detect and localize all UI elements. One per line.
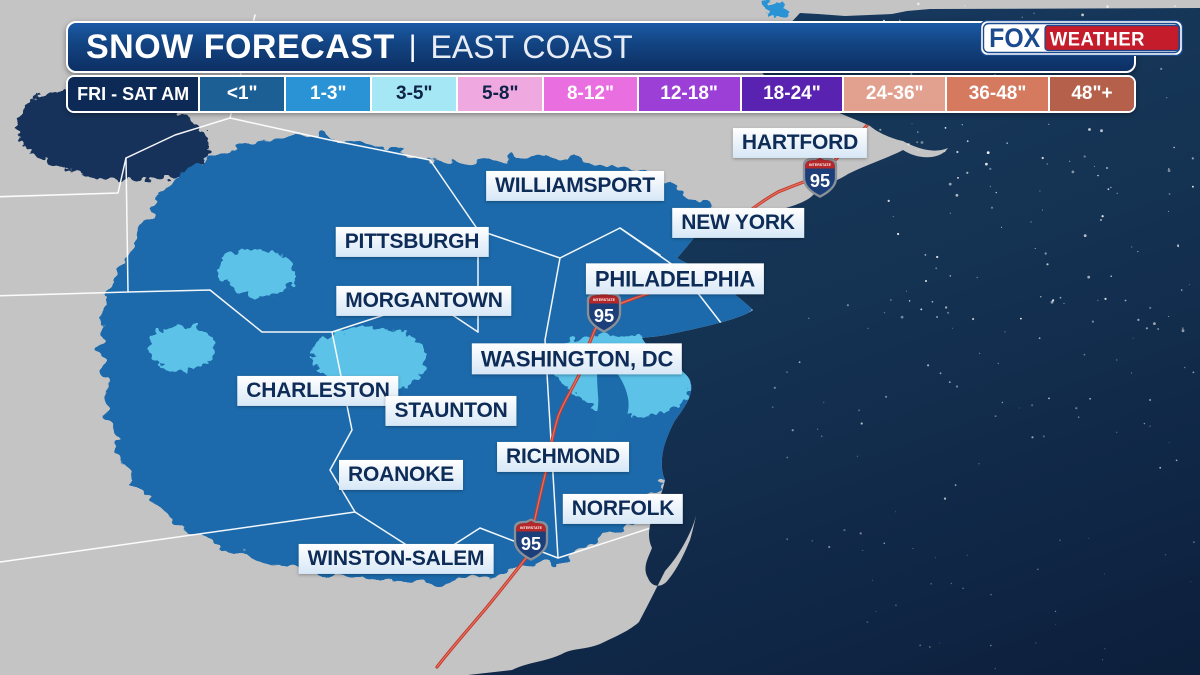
svg-text:WEATHER: WEATHER <box>1050 28 1145 49</box>
svg-text:FOX: FOX <box>989 24 1041 53</box>
